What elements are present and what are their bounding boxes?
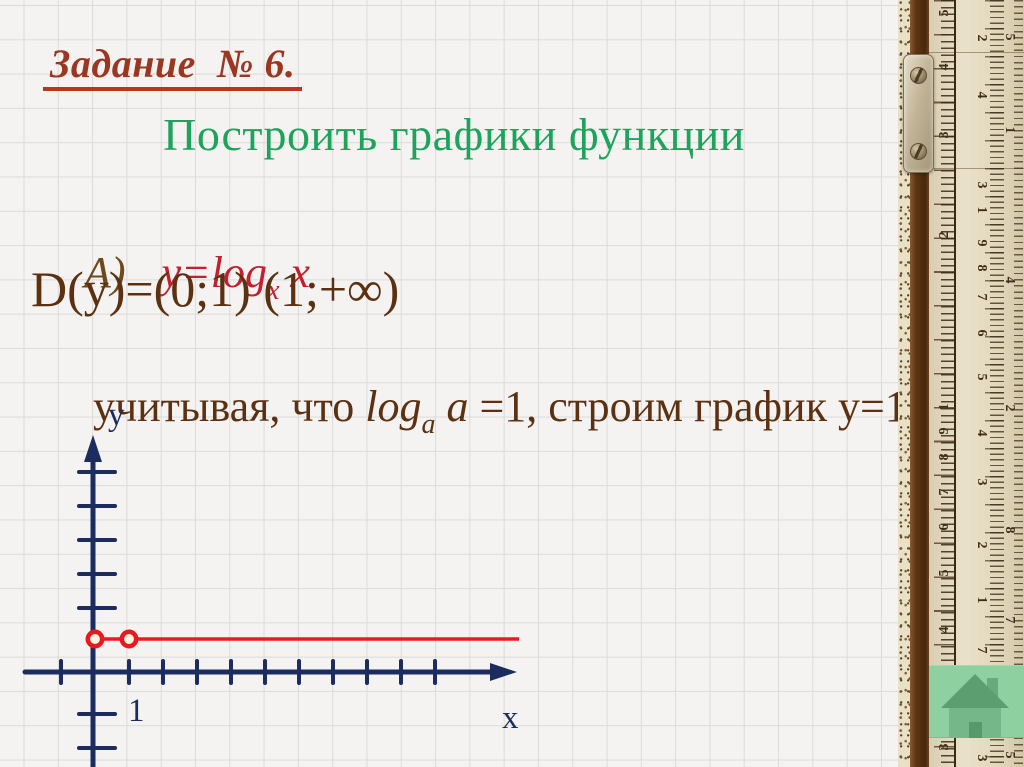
ruler-ticks-middle-long — [985, 0, 1004, 767]
home-icon — [941, 674, 1009, 738]
x-tick-label-1: 1 — [128, 693, 145, 729]
ruler-joint-line — [929, 168, 1024, 169]
ruler-speckled-edge — [898, 0, 910, 767]
ruler-scale-digit: 3 — [937, 131, 952, 139]
ruler-scale-digit: 9 — [974, 239, 989, 247]
screw-icon — [910, 67, 927, 84]
ruler-scale-digit: 1 — [974, 596, 989, 604]
note-text-2: =1, строим график у=1 — [468, 382, 907, 431]
item-label-a: А) — [84, 248, 126, 297]
ruler-scale-digit: 5 — [937, 569, 952, 577]
y-axis-arrow — [84, 435, 102, 462]
ruler-scale-digit: 1 — [974, 206, 989, 214]
ruler-scale-digit: 6 — [974, 329, 989, 337]
note-line: учитывая, что loga a =1, строим график у… — [49, 341, 907, 473]
ruler-scale-digit: 2 — [974, 541, 989, 549]
ruler-scale-digit: 1 — [937, 403, 952, 411]
ruler-scale-digit: 4 — [974, 429, 989, 437]
screw-icon — [910, 143, 927, 160]
ruler-scale-digit: 8 — [937, 453, 952, 461]
x-axis-label: x — [502, 700, 519, 736]
ruler-ticks-right — [1014, 0, 1023, 767]
ruler-wood-strip — [910, 0, 929, 767]
ruler-scale-digit: 5 — [974, 373, 989, 381]
ruler-scale-digit: 9 — [937, 427, 952, 435]
ruler-scale-digit: 3 — [974, 478, 989, 486]
ruler-scale-digit: 8 — [974, 264, 989, 272]
ruler-scale-digit: 2 — [937, 231, 952, 239]
open-point-x1 — [119, 629, 139, 649]
ruler-scale-digit: 7 — [1002, 616, 1017, 624]
ruler-scale-digit: 2 — [1002, 404, 1017, 412]
axis-ticks — [59, 470, 437, 750]
ruler-ticks-left-long — [934, 0, 954, 767]
x-axis-arrow — [490, 663, 517, 681]
open-point-x0 — [85, 629, 105, 649]
slide-rule-photo: 5 4 3 2 1 9 8 7 6 5 4 3 2 4 3 1 9 8 7 6 5 4 3 2 1 7 3 5 1 4 2 8 7 5 — [898, 0, 1024, 767]
ruler-scale-digit: 8 — [1002, 526, 1017, 534]
ruler-scale-digit: 3 — [974, 181, 989, 189]
ruler-scale-face: 5 4 3 2 1 9 8 7 6 5 4 3 2 4 3 1 9 8 7 6 5 4 3 2 1 7 3 5 1 4 2 8 7 5 — [929, 0, 1024, 767]
domain-line: D(y)=(0;1) (1;+∞) — [31, 261, 400, 317]
ruler-scale-digit: 1 — [1002, 126, 1017, 134]
ruler-scale-digit: 6 — [937, 523, 952, 531]
ruler-scale-digit: 5 — [937, 9, 952, 17]
ruler-scale-digit: 4 — [937, 626, 952, 634]
slide-title: Задание № 6. — [43, 44, 302, 91]
ruler-scale-digit: 2 — [974, 34, 989, 42]
note-subscript: a — [421, 409, 436, 440]
formula-line-a: А) y=logx x — [40, 207, 310, 339]
ruler-scale-digit: 4 — [1002, 276, 1017, 284]
ruler-scale-digit: 7 — [937, 488, 952, 496]
ruler-scale-digit: 3 — [974, 754, 989, 762]
ruler-scale-digit: 5 — [1002, 33, 1017, 41]
ruler-joint-line — [929, 52, 1024, 53]
note-text-1: учитывая, что — [93, 382, 366, 431]
ruler-center-rule — [954, 0, 956, 767]
coordinate-plane: y 1 x — [22, 397, 519, 767]
ruler-scale-digit: 7 — [974, 293, 989, 301]
slide-heading: Построить графики функции — [163, 109, 745, 160]
home-button[interactable] — [929, 665, 1024, 738]
note-arg: a — [435, 382, 469, 431]
ruler-scale-digit: 5 — [1002, 751, 1017, 759]
ruler-scale-digit: 7 — [974, 646, 989, 654]
ruler-scale-digit: 4 — [974, 91, 989, 99]
y-axis-label: y — [108, 397, 125, 433]
ruler-scale-digit: 4 — [937, 63, 952, 71]
formula-y-log-x: y=logx x — [161, 248, 310, 306]
metal-bracket — [903, 54, 934, 173]
note-log: log — [365, 382, 422, 431]
ruler-scale-digit: 3 — [937, 743, 952, 751]
formula-subscript: x — [266, 275, 280, 306]
